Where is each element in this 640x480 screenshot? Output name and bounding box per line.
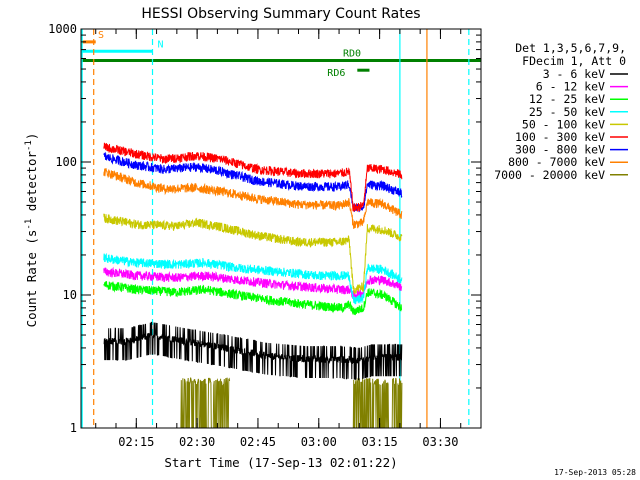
legend-header-line-2: FDecim 1, Att 0 — [522, 54, 626, 68]
y-tick-label-10: 10 — [63, 288, 77, 302]
y-axis-label-exp-2: -1 — [24, 140, 34, 151]
legend-header-line-1: Det 1,3,5,6,7,9, — [515, 41, 626, 55]
series-12-25-kev — [103, 281, 403, 316]
legend-label-800-7000-kev: 800 - 7000 keV — [508, 155, 605, 169]
x-axis-label: Start Time (17-Sep-13 02:01:22) — [164, 455, 397, 470]
legend-label-7000-20000-kev: 7000 - 20000 keV — [494, 168, 605, 182]
series-25-50-kev — [103, 252, 403, 305]
y-tick-label-100: 100 — [55, 155, 77, 169]
annotation-label-rd6: RD6 — [327, 68, 345, 79]
plot-frame — [80, 28, 482, 429]
x-tick-label-0300: 03:00 — [301, 435, 337, 449]
series-50-100-kev — [103, 213, 403, 294]
x-tick-label-0245: 02:45 — [240, 435, 276, 449]
legend-label-100-300-kev: 100 - 300 keV — [515, 130, 605, 144]
series-100-300-kev — [103, 142, 403, 212]
series-300-800-kev — [103, 151, 403, 213]
y-axis-label-exp-1: -1 — [24, 219, 34, 230]
y-axis-label-close: ) — [24, 133, 39, 141]
x-tick-label-0330: 03:30 — [422, 435, 458, 449]
y-axis-label-main: Count Rate (s — [24, 230, 39, 328]
plot-area: S N RD0 RD6 — [81, 29, 481, 429]
annotation-label-rd0: RD0 — [343, 48, 361, 59]
y-axis: 1 10 100 1000 — [48, 22, 481, 435]
y-axis-label-detector: detector — [24, 151, 39, 219]
legend: Det 1,3,5,6,7,9, FDecim 1, Att 0 3 - 6 k… — [494, 41, 628, 182]
legend-label-12-25-kev: 12 - 25 keV — [529, 92, 605, 106]
series-7000-20000-kev — [180, 377, 403, 429]
x-tick-label-0215: 02:15 — [118, 435, 154, 449]
generation-timestamp: 17-Sep-2013 05:28 — [554, 468, 636, 477]
series-800-7000-kev — [103, 168, 403, 229]
chart-title: HESSI Observing Summary Count Rates — [141, 6, 420, 22]
legend-label-25-50-kev: 25 - 50 keV — [529, 105, 605, 119]
annotation-label-s: S — [98, 30, 104, 41]
legend-label-6-12-kev: 6 - 12 keV — [536, 80, 605, 94]
series-3-6-kev — [103, 321, 403, 381]
legend-label-50-100-kev: 50 - 100 keV — [522, 117, 605, 131]
annotation-label-n: N — [158, 39, 164, 50]
y-tick-label-1000: 1000 — [48, 22, 77, 36]
y-axis-label: Count Rate (s-1 detector-1) — [24, 133, 39, 328]
legend-label-300-800-kev: 300 - 800 keV — [515, 143, 605, 157]
y-tick-label-1: 1 — [70, 421, 77, 435]
x-tick-label-0230: 02:30 — [179, 435, 215, 449]
x-tick-label-0315: 03:15 — [362, 435, 398, 449]
legend-label-3-6-kev: 3 - 6 keV — [543, 67, 605, 81]
x-axis: 02:15 02:30 02:45 03:00 03:15 03:30 — [95, 29, 462, 449]
